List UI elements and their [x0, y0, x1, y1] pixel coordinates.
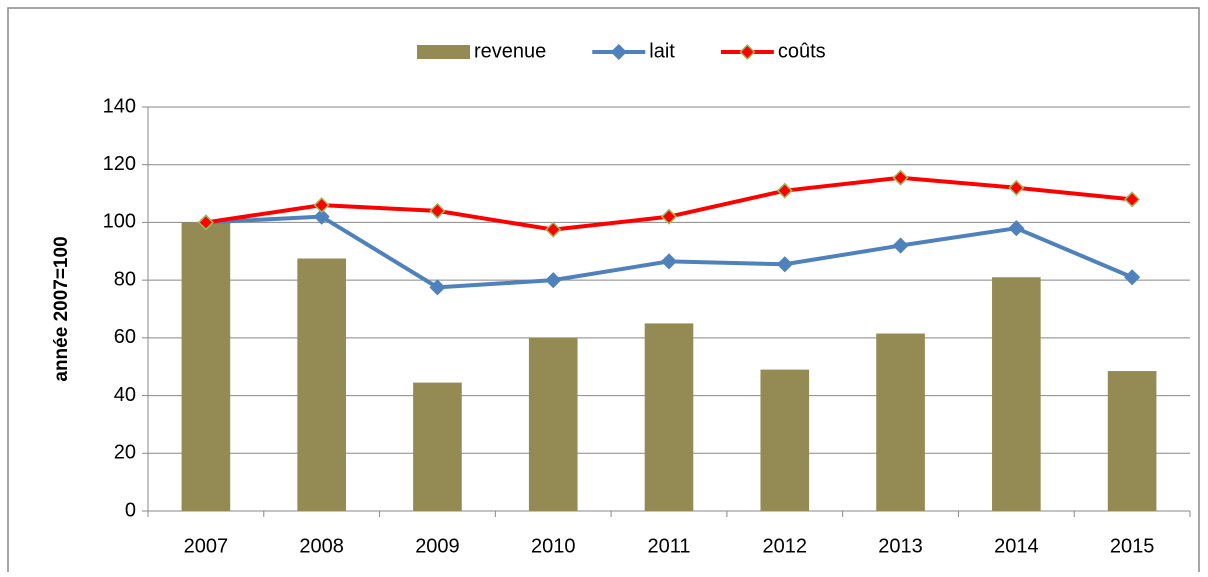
marker	[313, 197, 330, 214]
legend-marker	[610, 43, 627, 61]
y-tick-label: 60	[114, 326, 136, 348]
marker	[776, 256, 793, 273]
x-tick-label: 2015	[1110, 535, 1155, 557]
x-tick-label: 2012	[763, 535, 808, 557]
legend-label: lait	[649, 40, 675, 62]
marker	[545, 272, 562, 289]
marker	[776, 182, 793, 199]
y-axis-title: année 2007=100	[51, 236, 72, 381]
x-tick-label: 2010	[531, 535, 576, 557]
legend-label: coûts	[778, 40, 826, 62]
marker	[1008, 179, 1025, 196]
x-tick-label: 2014	[994, 535, 1039, 557]
bar	[876, 333, 925, 511]
marker	[892, 169, 909, 186]
marker	[1008, 220, 1025, 237]
marker	[429, 279, 446, 296]
bar	[644, 323, 694, 511]
bar	[413, 382, 462, 511]
marker	[429, 202, 446, 219]
marker	[660, 253, 678, 270]
marker	[1124, 269, 1141, 286]
legend-swatch	[417, 45, 470, 59]
marker	[892, 237, 909, 254]
y-tick-label: 80	[114, 268, 136, 290]
x-tick-label: 2009	[415, 535, 460, 557]
x-tick-label: 2013	[878, 535, 923, 557]
bar	[1107, 371, 1157, 511]
x-tick-label: 2007	[184, 535, 229, 557]
marker	[545, 221, 562, 238]
marker	[313, 208, 330, 225]
y-tick-label: 40	[114, 384, 136, 406]
bar	[297, 258, 346, 511]
y-tick-label: 120	[103, 153, 136, 175]
legend-label: revenue	[474, 40, 546, 62]
bar	[760, 369, 810, 511]
marker	[197, 214, 214, 231]
bar	[992, 277, 1041, 511]
bar	[181, 222, 231, 511]
y-tick-label: 140	[103, 95, 136, 117]
y-tick-label: 100	[103, 211, 136, 233]
y-tick-label: 0	[125, 499, 136, 521]
x-tick-label: 2008	[299, 535, 344, 557]
marker	[660, 208, 678, 225]
legend-marker	[739, 43, 756, 61]
bar	[528, 337, 578, 511]
x-tick-label: 2011	[647, 535, 690, 557]
marker	[1124, 191, 1141, 208]
y-tick-label: 20	[114, 442, 136, 464]
